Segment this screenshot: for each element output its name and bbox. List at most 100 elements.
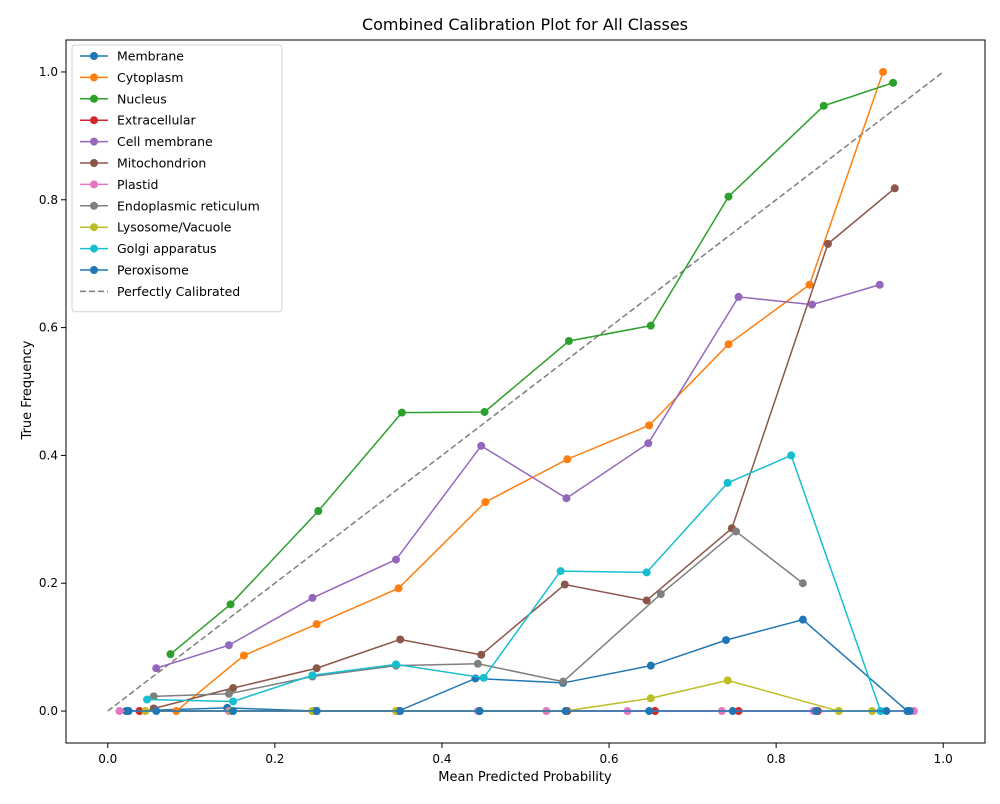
data-point-endoplasmic-reticulum: [559, 677, 568, 686]
data-point-cytoplasm: [563, 455, 572, 464]
data-point-endoplasmic-reticulum: [656, 590, 665, 599]
series-cytoplasm: [172, 67, 888, 716]
data-point-mitochondrion: [396, 635, 405, 644]
series-membrane: [122, 615, 912, 716]
legend-label: Endoplasmic reticulum: [117, 198, 260, 213]
series-golgi-apparatus: [143, 451, 885, 716]
data-point-nucleus: [314, 507, 323, 516]
x-axis-ticks: 0.0 0.2 0.4 0.6 0.8 1.0: [98, 743, 953, 766]
x-tick-label: 0.8: [767, 752, 786, 766]
legend-item-mitochondrion: Mitochondrion: [80, 156, 206, 171]
x-tick-label: 0.4: [432, 752, 451, 766]
data-point-cell-membrane: [734, 292, 743, 301]
data-point-peroxisome: [396, 707, 405, 716]
data-point-mitochondrion: [890, 184, 899, 193]
y-tick-label: 0.0: [39, 704, 58, 718]
data-point-peroxisome: [882, 707, 891, 716]
data-point-lysosome-vacuole: [646, 694, 655, 703]
data-point-golgi-apparatus: [642, 568, 651, 577]
data-point-cell-membrane: [308, 593, 317, 602]
legend-swatch-marker: [90, 52, 98, 60]
data-point-endoplasmic-reticulum: [473, 659, 482, 668]
y-tick-label: 0.2: [39, 576, 58, 590]
data-point-peroxisome: [152, 707, 161, 716]
plot-area: [107, 67, 944, 716]
data-point-golgi-apparatus: [143, 695, 152, 704]
legend-label: Cytoplasm: [117, 70, 183, 85]
x-axis-label: Mean Predicted Probability: [438, 770, 612, 785]
data-point-membrane: [722, 636, 731, 645]
data-point-peroxisome: [905, 707, 914, 716]
series-line-golgi-apparatus: [147, 454, 882, 712]
data-point-golgi-apparatus: [308, 671, 317, 680]
legend-label: Golgi apparatus: [117, 241, 217, 256]
data-point-nucleus: [166, 650, 175, 659]
y-axis-label: True Frequency: [20, 340, 35, 440]
data-point-peroxisome: [475, 707, 484, 716]
data-point-cell-membrane: [562, 494, 571, 503]
legend-label: Cell membrane: [117, 134, 213, 149]
legend-box: [71, 44, 283, 313]
legend-label: Nucleus: [117, 91, 167, 106]
y-tick-label: 0.4: [39, 448, 58, 462]
data-point-nucleus: [564, 337, 573, 346]
data-point-peroxisome: [728, 707, 737, 716]
legend-label: Perfectly Calibrated: [117, 284, 240, 299]
legend-item-golgi-apparatus: Golgi apparatus: [80, 241, 217, 256]
legend-swatch-marker: [90, 244, 98, 253]
data-point-golgi-apparatus: [229, 697, 238, 706]
legend-item-endoplasmic-reticulum: Endoplasmic reticulum: [80, 198, 260, 213]
legend-swatch-marker: [90, 94, 98, 103]
data-point-peroxisome: [312, 707, 321, 716]
data-point-mitochondrion: [477, 650, 486, 659]
perfect-calibration-line: [107, 71, 944, 712]
series-line-membrane: [126, 618, 908, 712]
data-point-mitochondrion: [229, 684, 238, 693]
data-point-plastid: [115, 707, 124, 716]
series-line-cytoplasm: [175, 71, 884, 712]
y-tick-label: 0.6: [39, 321, 58, 335]
data-point-cell-membrane: [392, 555, 401, 564]
legend-swatch-marker: [90, 116, 98, 125]
data-point-lysosome-vacuole: [723, 676, 732, 685]
data-point-nucleus: [646, 321, 655, 330]
y-axis-ticks: 0.0 0.2 0.4 0.6 0.8 1.0: [39, 65, 66, 718]
chart-title: Combined Calibration Plot for All Classe…: [362, 15, 688, 34]
series-line-cell-membrane: [156, 284, 880, 669]
data-point-golgi-apparatus: [787, 451, 796, 460]
legend-label: Lysosome/Vacuole: [117, 220, 232, 235]
data-point-cytoplasm: [645, 421, 654, 430]
data-point-cell-membrane: [224, 641, 233, 650]
legend-item-lysosome-vacuole: Lysosome/Vacuole: [80, 220, 232, 235]
data-point-mitochondrion: [642, 596, 651, 605]
x-tick-label: 0.2: [265, 752, 284, 766]
data-point-membrane: [646, 661, 655, 670]
data-point-cell-membrane: [644, 439, 653, 448]
legend-swatch-marker: [90, 159, 98, 167]
data-point-cytoplasm: [805, 280, 814, 289]
legend-swatch-marker: [90, 201, 98, 210]
axes-frame: [65, 39, 986, 744]
data-point-peroxisome: [124, 707, 133, 716]
legend-item-peroxisome: Peroxisome: [80, 263, 189, 278]
series-mitochondrion: [149, 184, 899, 713]
data-point-cell-membrane: [152, 664, 161, 673]
legend-label: Plastid: [117, 177, 159, 192]
legend-label: Peroxisome: [117, 263, 189, 278]
data-point-membrane: [798, 615, 807, 624]
x-tick-label: 0.6: [599, 752, 618, 766]
legend-item-plastid: Plastid: [80, 177, 159, 192]
data-point-golgi-apparatus: [723, 478, 732, 487]
data-point-endoplasmic-reticulum: [149, 692, 158, 701]
x-tick-label: 1.0: [934, 752, 953, 766]
series-line-endoplasmic-reticulum: [153, 530, 804, 698]
series-endoplasmic-reticulum: [149, 527, 807, 701]
data-point-cytoplasm: [312, 620, 321, 629]
series-peroxisome: [124, 707, 914, 716]
series-cell-membrane: [152, 280, 884, 673]
data-point-mitochondrion: [560, 580, 569, 589]
data-point-nucleus: [226, 600, 235, 609]
legend-item-extracellular: Extracellular: [80, 113, 197, 128]
data-point-cytoplasm: [879, 67, 888, 76]
legend-item-perfectly-calibrated: Perfectly Calibrated: [80, 284, 240, 299]
